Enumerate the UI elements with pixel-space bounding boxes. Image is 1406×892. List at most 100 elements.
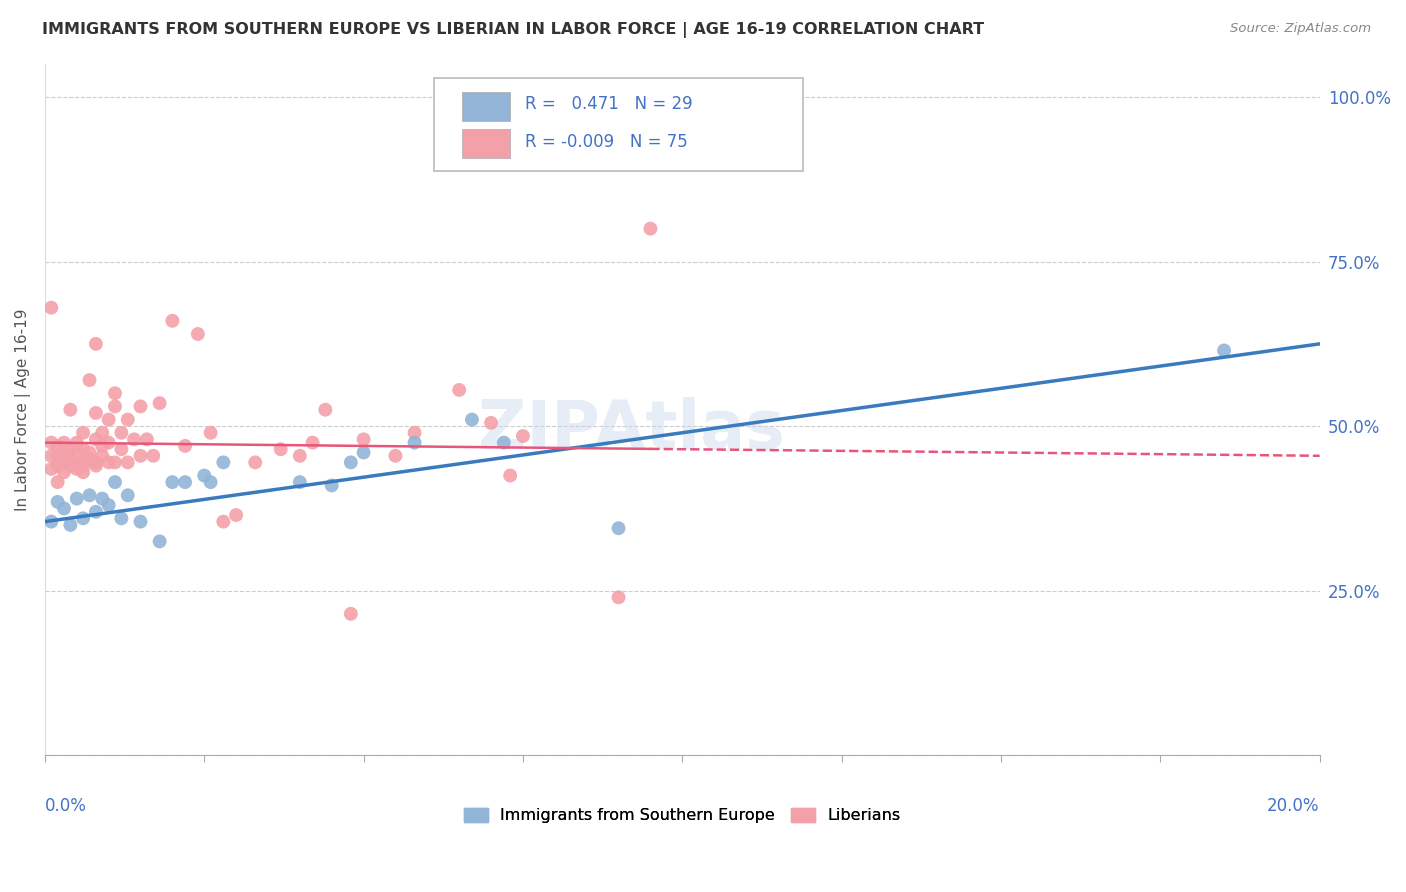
Point xyxy=(66,491,89,506)
Point xyxy=(97,435,120,450)
Point xyxy=(84,433,107,447)
Point xyxy=(129,400,152,414)
Point xyxy=(340,455,363,469)
Point xyxy=(212,515,235,529)
Point xyxy=(353,433,375,447)
Point xyxy=(59,402,82,417)
Point xyxy=(149,534,172,549)
Point xyxy=(288,449,311,463)
Point xyxy=(84,458,107,473)
Point xyxy=(117,455,139,469)
Point xyxy=(149,396,172,410)
FancyBboxPatch shape xyxy=(461,129,510,158)
Point xyxy=(492,435,515,450)
Point xyxy=(162,475,184,489)
Point xyxy=(72,458,94,473)
Point xyxy=(39,301,62,315)
Point xyxy=(39,515,62,529)
Point xyxy=(461,412,484,426)
Point xyxy=(79,445,101,459)
Point xyxy=(122,433,145,447)
Point xyxy=(84,505,107,519)
Point xyxy=(104,400,127,414)
Text: R = -0.009   N = 75: R = -0.009 N = 75 xyxy=(526,133,688,151)
Point xyxy=(174,439,197,453)
Point xyxy=(72,465,94,479)
Point xyxy=(53,449,76,463)
Text: ZIPAtlas: ZIPAtlas xyxy=(478,398,785,464)
Point xyxy=(39,462,62,476)
Point xyxy=(104,386,127,401)
Point xyxy=(79,488,101,502)
Point xyxy=(91,425,114,440)
Point xyxy=(607,591,630,605)
Point xyxy=(200,475,222,489)
Point xyxy=(59,442,82,457)
Point xyxy=(270,442,292,457)
Point xyxy=(66,458,89,473)
Point xyxy=(640,221,662,235)
Point xyxy=(104,475,127,489)
Text: R =   0.471   N = 29: R = 0.471 N = 29 xyxy=(526,95,693,113)
Point xyxy=(135,433,157,447)
Point xyxy=(104,455,127,469)
Point xyxy=(117,412,139,426)
Point xyxy=(84,337,107,351)
Point xyxy=(404,435,426,450)
FancyBboxPatch shape xyxy=(461,92,510,120)
Point xyxy=(97,498,120,512)
Point xyxy=(53,465,76,479)
Point xyxy=(46,439,69,453)
Y-axis label: In Labor Force | Age 16-19: In Labor Force | Age 16-19 xyxy=(15,309,31,511)
Point xyxy=(200,425,222,440)
Text: IMMIGRANTS FROM SOUTHERN EUROPE VS LIBERIAN IN LABOR FORCE | AGE 16-19 CORRELATI: IMMIGRANTS FROM SOUTHERN EUROPE VS LIBER… xyxy=(42,22,984,38)
Point xyxy=(46,495,69,509)
Point xyxy=(79,452,101,467)
Point xyxy=(66,445,89,459)
Point xyxy=(404,425,426,440)
Point xyxy=(72,425,94,440)
Point xyxy=(479,416,502,430)
Point xyxy=(84,406,107,420)
Point xyxy=(46,458,69,473)
Point xyxy=(129,515,152,529)
Point xyxy=(321,478,343,492)
Point xyxy=(1213,343,1236,358)
Point xyxy=(129,449,152,463)
Point xyxy=(353,445,375,459)
Text: 20.0%: 20.0% xyxy=(1267,797,1320,814)
Point xyxy=(66,435,89,450)
Point xyxy=(449,383,471,397)
FancyBboxPatch shape xyxy=(433,78,803,171)
Point xyxy=(187,326,209,341)
Point xyxy=(499,468,522,483)
Point xyxy=(79,373,101,387)
Point xyxy=(72,511,94,525)
Point xyxy=(110,511,132,525)
Point xyxy=(39,435,62,450)
Point xyxy=(53,501,76,516)
Point xyxy=(174,475,197,489)
Point xyxy=(314,402,336,417)
Point xyxy=(91,449,114,463)
Point xyxy=(53,455,76,469)
Point xyxy=(72,442,94,457)
Point xyxy=(301,435,323,450)
Point xyxy=(66,462,89,476)
Point xyxy=(46,475,69,489)
Point xyxy=(91,439,114,453)
Point xyxy=(59,458,82,473)
Point xyxy=(97,412,120,426)
Point xyxy=(340,607,363,621)
Point xyxy=(46,449,69,463)
Point xyxy=(91,491,114,506)
Point xyxy=(142,449,165,463)
Point xyxy=(162,314,184,328)
Point xyxy=(225,508,247,522)
Point xyxy=(212,455,235,469)
Point xyxy=(59,452,82,467)
Point xyxy=(53,435,76,450)
Legend: Immigrants from Southern Europe, Liberians: Immigrants from Southern Europe, Liberia… xyxy=(457,801,907,830)
Point xyxy=(72,455,94,469)
Point xyxy=(117,488,139,502)
